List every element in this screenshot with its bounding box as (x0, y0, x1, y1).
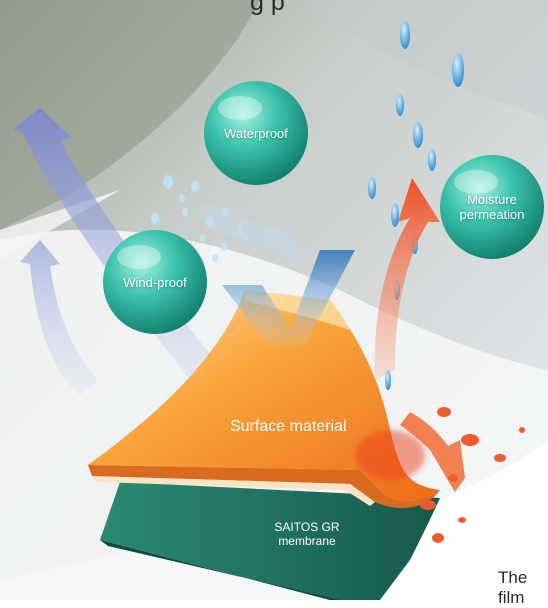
moisture-droplets (420, 407, 525, 543)
windproof-label: Wind-proof (103, 275, 207, 290)
moisture-arrow (374, 178, 465, 492)
v-symbol (200, 200, 355, 345)
membrane-label: SAITOS GR membrane (262, 520, 352, 548)
membrane-label-line2: membrane (278, 534, 336, 548)
waterproof-label: Waterproof (205, 126, 307, 141)
waterproof-label-text: Waterproof (224, 126, 288, 141)
moisture-bubble (440, 155, 544, 259)
membrane-layer (100, 482, 440, 600)
windproof-bubble (103, 230, 207, 334)
windproof-label-text: Wind-proof (123, 275, 187, 290)
moisture-label-line2: permeation (459, 207, 525, 222)
top-caption: g p (250, 0, 285, 16)
moisture-permeation-label: Moisture permeation (440, 192, 544, 222)
body-text-line2: film (498, 588, 525, 607)
body-text-line1: The (498, 568, 528, 587)
waterproof-bubble (204, 81, 308, 185)
moisture-label-line1: Moisture (467, 192, 517, 207)
surface-material-label: Surface material (230, 418, 347, 435)
membrane-label-line1: SAITOS GR (274, 520, 340, 534)
